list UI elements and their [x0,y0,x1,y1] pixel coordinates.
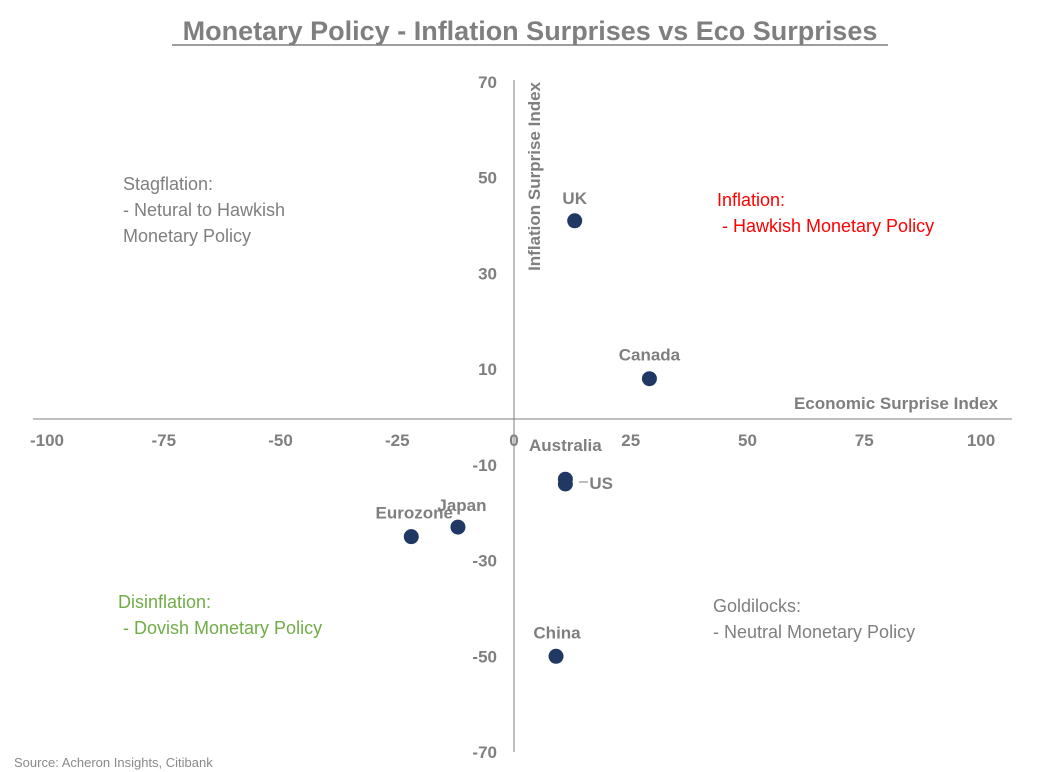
y-axis-title: Inflation Surprise Index [525,81,544,270]
chart-title: Monetary Policy - Inflation Surprises vs… [183,16,878,46]
annotation-stagflation-line: - Netural to Hawkish [123,200,285,220]
y-tick-label: -70 [472,743,497,762]
y-tick-label: 10 [478,360,497,379]
x-tick-labels: -100 -75 -50 -25 0 25 50 75 100 [30,431,995,450]
annotation-goldilocks-line: - Neutral Monetary Policy [713,622,915,642]
y-tick-label: 50 [478,169,497,188]
source-note: Source: Acheron Insights, Citibank [14,755,213,770]
y-tick-label: 70 [478,73,497,92]
x-tick-label: -75 [151,431,176,450]
y-tick-label: -30 [472,552,497,571]
point-label-eurozone: Eurozone [376,504,453,523]
annotation-goldilocks: Goldilocks: - Neutral Monetary Policy [713,596,915,642]
annotation-disinflation-line: Disinflation: [118,592,211,612]
annotation-stagflation-line: Stagflation: [123,174,213,194]
x-tick-label: -50 [268,431,293,450]
point-label-japan: Japan [437,496,486,515]
annotation-disinflation: Disinflation: - Dovish Monetary Policy [118,592,322,638]
point-uk [567,213,583,229]
y-tick-label: -10 [472,456,497,475]
x-axis-title: Economic Surprise Index [794,394,999,413]
point-label-us: US [589,474,613,493]
point-label-china: China [533,623,581,642]
point-label-canada: Canada [619,346,681,365]
quadrant-annotations: Stagflation: - Netural to Hawkish Monetary… [118,174,934,642]
y-tick-label: -50 [472,647,497,666]
annotation-inflation: Inflation: - Hawkish Monetary Policy [717,190,934,236]
annotation-goldilocks-line: Goldilocks: [713,596,801,616]
annotation-stagflation: Stagflation: - Netural to Hawkish Monetary… [123,174,285,246]
annotation-inflation-line: - Hawkish Monetary Policy [717,216,934,236]
annotation-inflation-line: Inflation: [717,190,785,210]
x-tick-label: 0 [509,431,518,450]
data-points [403,213,657,664]
annotation-stagflation-line: Monetary Policy [123,226,251,246]
y-tick-labels: 70 50 30 10 -10 -30 -50 -70 [472,73,497,762]
point-label-uk: UK [562,189,587,208]
annotation-disinflation-line: - Dovish Monetary Policy [118,618,322,638]
point-china [548,648,564,664]
x-tick-label: -25 [385,431,410,450]
x-tick-label: 25 [621,431,640,450]
x-tick-label: 75 [855,431,874,450]
point-canada [641,371,657,387]
point-label-australia: Australia [529,436,602,455]
point-us [557,476,573,492]
x-tick-label: 50 [738,431,757,450]
point-eurozone [403,529,419,545]
point-japan [450,519,466,535]
x-tick-label: -100 [30,431,64,450]
y-tick-label: 30 [478,264,497,283]
x-tick-label: 100 [967,431,995,450]
